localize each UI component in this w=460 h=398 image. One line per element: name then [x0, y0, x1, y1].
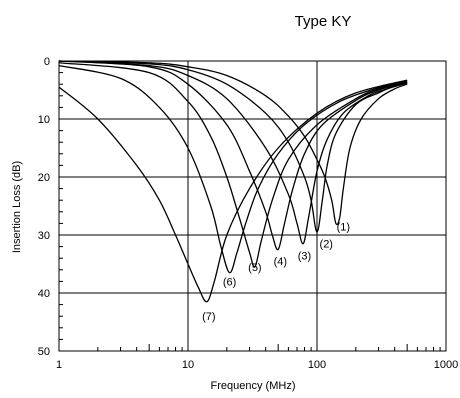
x-axis-title: Frequency (MHz)	[211, 380, 296, 392]
y-axis-title: Insertion Loss (dB)	[11, 161, 23, 253]
curve-label-1: (1)	[337, 221, 350, 233]
minor-ticks	[59, 72, 441, 351]
y-tick-label: 30	[38, 230, 50, 242]
x-tick-label: 100	[308, 359, 326, 371]
curve-3	[58, 60, 408, 245]
x-tick-labels: 1 10 100 1000	[56, 359, 458, 371]
x-tick-label: 10	[182, 359, 194, 371]
curve-5	[58, 62, 408, 268]
y-tick-labels: 0 10 20 30 40 50	[38, 56, 50, 358]
y-tick-label: 50	[38, 346, 50, 358]
x-tick-label: 1000	[434, 359, 458, 371]
curve-6	[58, 65, 408, 274]
curve-label-2: (2)	[320, 239, 333, 251]
curve-label-4: (4)	[274, 256, 287, 268]
curve-label-7: (7)	[202, 311, 215, 323]
curve-label-5: (5)	[248, 262, 261, 274]
chart-title: Type KY	[295, 13, 352, 30]
y-tick-label: 40	[38, 288, 50, 300]
grid	[59, 61, 446, 351]
plot-frame	[58, 60, 447, 352]
curve-label-3: (3)	[298, 250, 311, 262]
curve-7	[58, 79, 408, 303]
curve-labels: (1) (2) (3) (4) (5) (6) (7)	[202, 221, 350, 323]
curve-label-6: (6)	[223, 276, 236, 288]
curves	[58, 60, 408, 303]
x-tick-label: 1	[56, 359, 62, 371]
y-tick-label: 10	[38, 114, 50, 126]
y-tick-label: 20	[38, 172, 50, 184]
y-tick-label: 0	[44, 56, 50, 68]
curve-1	[58, 60, 408, 226]
curve-2	[58, 60, 408, 233]
curve-4	[58, 60, 408, 251]
